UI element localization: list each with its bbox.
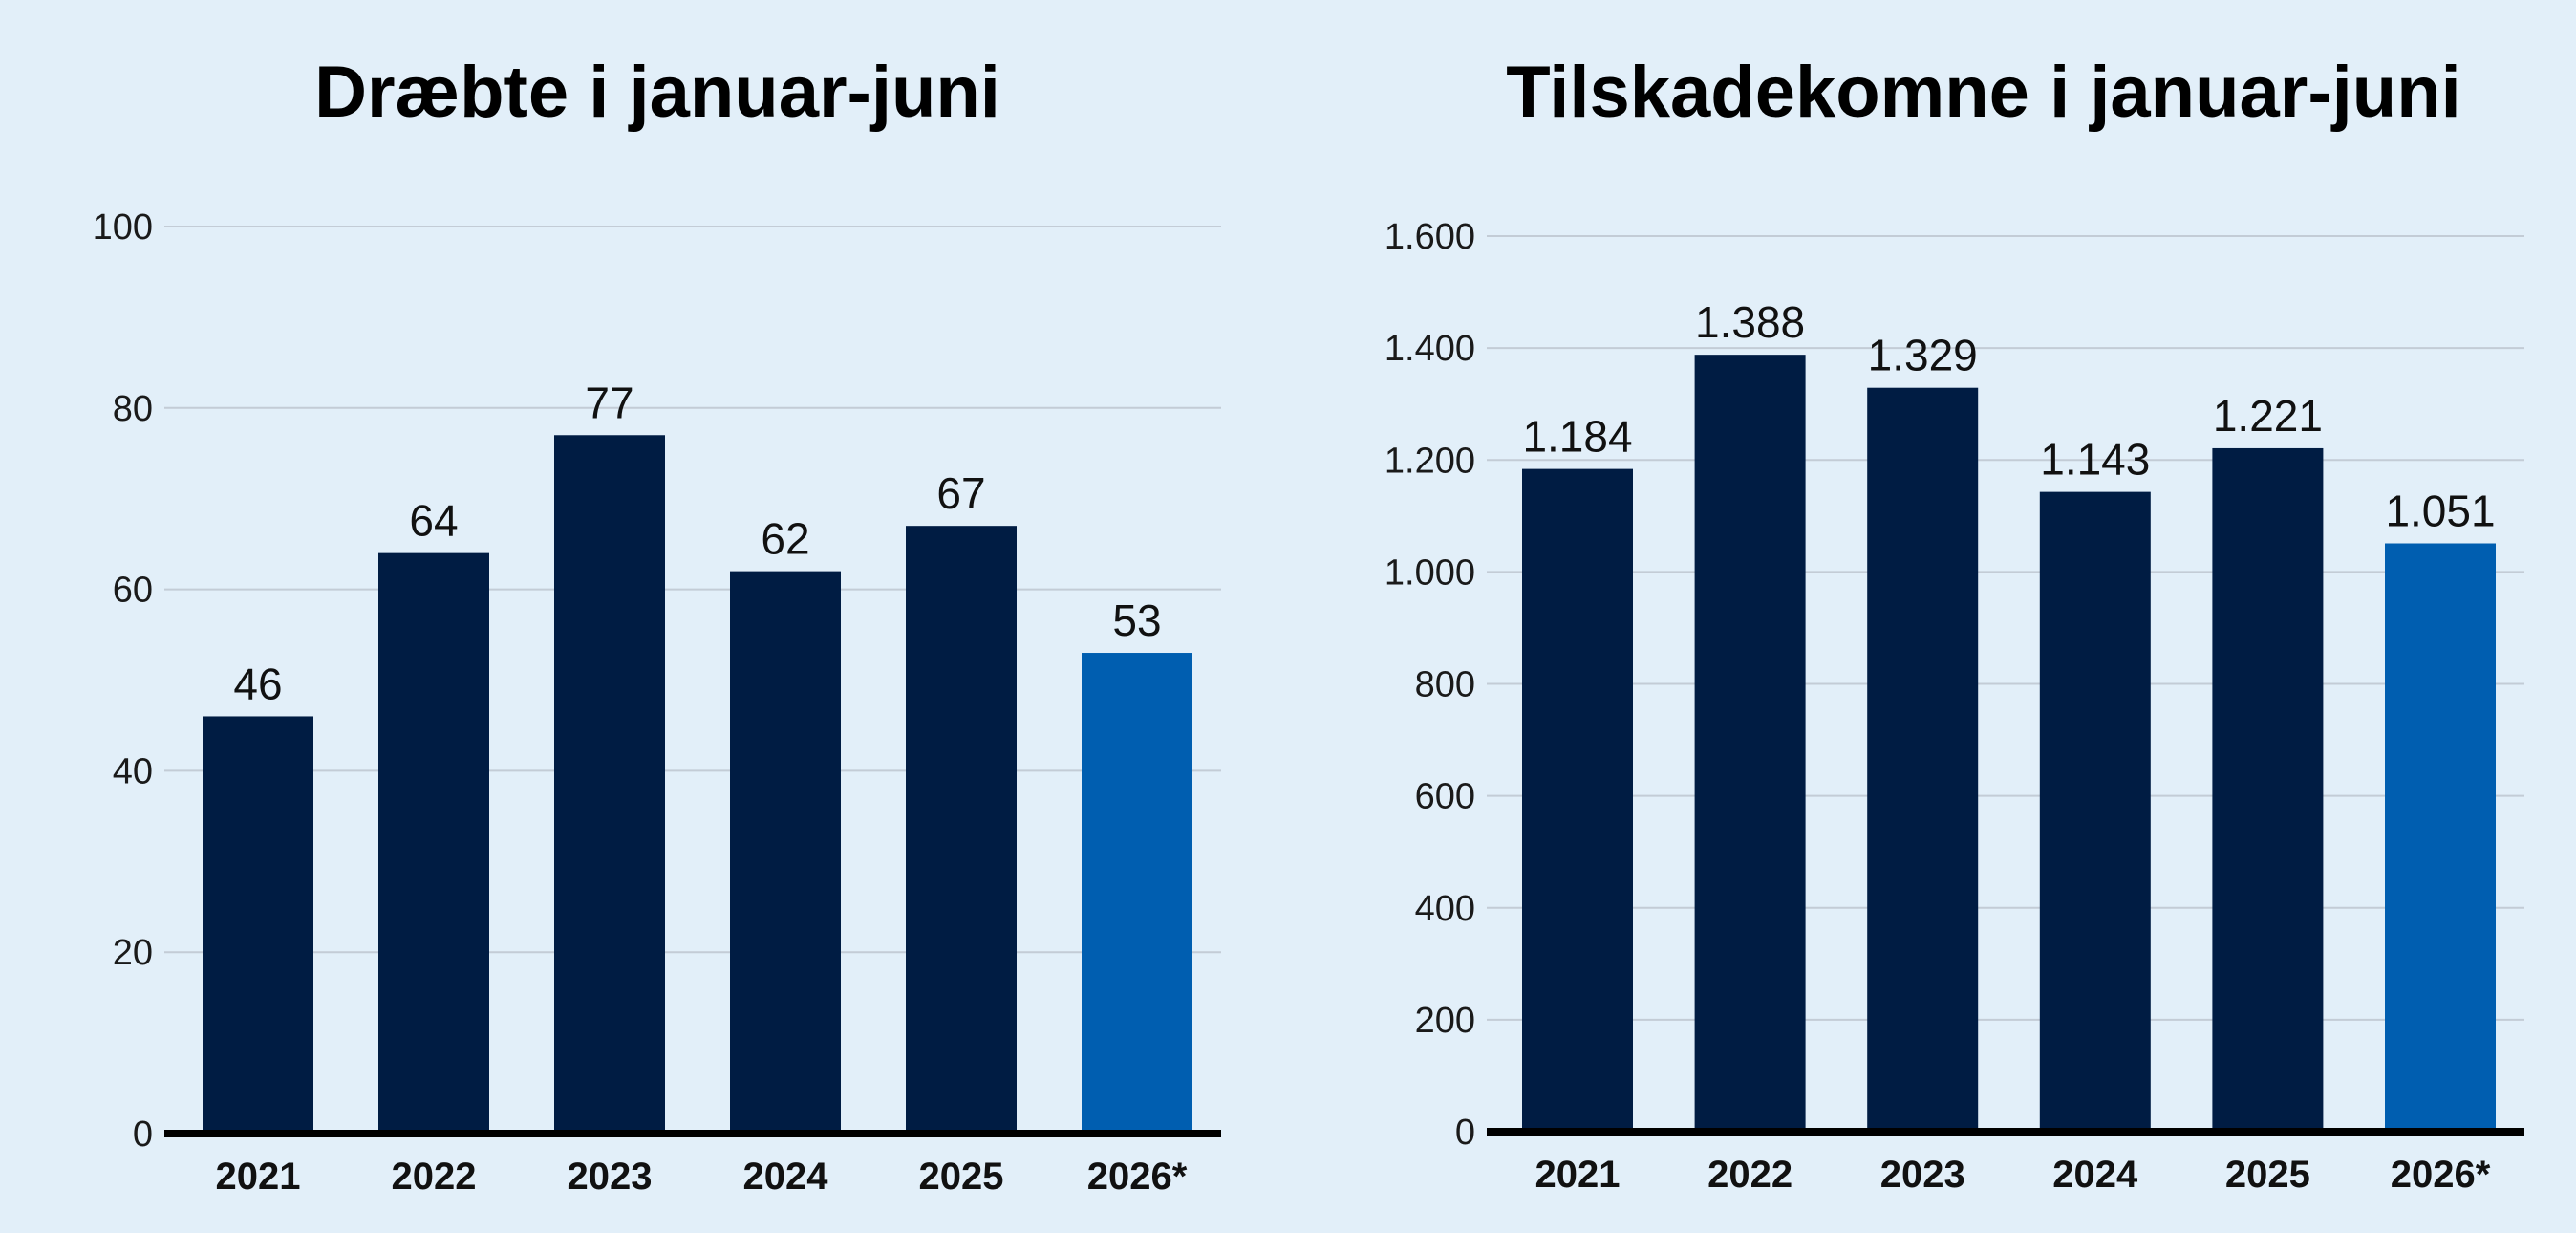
y-tick-label: 60	[113, 571, 153, 611]
bar-2025	[906, 526, 1017, 1134]
y-tick-label: 800	[1415, 665, 1475, 705]
x-tick-label: 2023	[1880, 1154, 1965, 1196]
bar-2021	[1522, 468, 1633, 1132]
x-tick-label: 2025	[2225, 1154, 2310, 1196]
bar-2026	[2385, 543, 2496, 1132]
bar-2024	[730, 571, 841, 1134]
x-tick-label: 2023	[568, 1156, 653, 1198]
bar-2022	[1694, 355, 1806, 1133]
x-tick-label: 2022	[392, 1156, 477, 1198]
x-tick-label: 2025	[919, 1156, 1004, 1198]
x-tick-label: 2026*	[2391, 1154, 2491, 1196]
x-tick-label: 2022	[1707, 1154, 1792, 1196]
data-label: 46	[233, 659, 282, 708]
y-tick-label: 1.600	[1385, 217, 1475, 257]
bar-2024	[2039, 491, 2151, 1132]
y-tick-label: 600	[1415, 777, 1475, 817]
x-tick-label: 2021	[216, 1156, 301, 1198]
x-tick-label: 2024	[743, 1156, 829, 1198]
y-tick-label: 200	[1415, 1001, 1475, 1041]
data-label: 1.143	[2040, 435, 2150, 485]
data-label: 1.051	[2385, 487, 2495, 536]
bar-2025	[2212, 447, 2324, 1132]
bar-2026	[1082, 653, 1192, 1134]
x-tick-label: 2024	[2052, 1154, 2138, 1196]
x-tick-label: 2026*	[1087, 1156, 1188, 1198]
y-tick-label: 1.400	[1385, 329, 1475, 369]
y-tick-label: 1.000	[1385, 552, 1475, 593]
chart-injured: Tilskadekomne i januar-juni 0 200 400 600 800…	[1385, 52, 2524, 1196]
y-tick-label: 100	[93, 207, 153, 248]
data-label: 1.221	[2213, 391, 2323, 441]
data-label: 67	[936, 468, 985, 518]
y-tick-label: 80	[113, 389, 153, 429]
bar-2022	[378, 552, 489, 1134]
chart-title: Dræbte i januar-juni	[314, 52, 1000, 133]
data-label: 1.184	[1522, 412, 1632, 462]
data-label: 1.388	[1695, 297, 1805, 347]
x-tick-label: 2021	[1535, 1154, 1621, 1196]
chart-killed: Dræbte i januar-juni 0 20 40 60 80 100 46 2021 64…	[93, 52, 1221, 1198]
y-tick-label: 400	[1415, 889, 1475, 929]
data-label: 77	[585, 378, 633, 427]
data-label: 53	[1112, 595, 1161, 645]
y-tick-label: 0	[1455, 1113, 1475, 1153]
bar-2021	[203, 716, 313, 1134]
y-tick-label: 20	[113, 933, 153, 973]
data-label: 64	[409, 496, 458, 546]
y-tick-label: 40	[113, 751, 153, 791]
y-tick-label: 1.200	[1385, 441, 1475, 481]
data-label: 62	[761, 514, 809, 564]
y-tick-label: 0	[133, 1114, 153, 1155]
chart-title: Tilskadekomne i januar-juni	[1506, 52, 2461, 133]
bar-2023	[554, 435, 665, 1134]
data-label: 1.329	[1868, 331, 1978, 380]
bar-2023	[1867, 387, 1979, 1133]
